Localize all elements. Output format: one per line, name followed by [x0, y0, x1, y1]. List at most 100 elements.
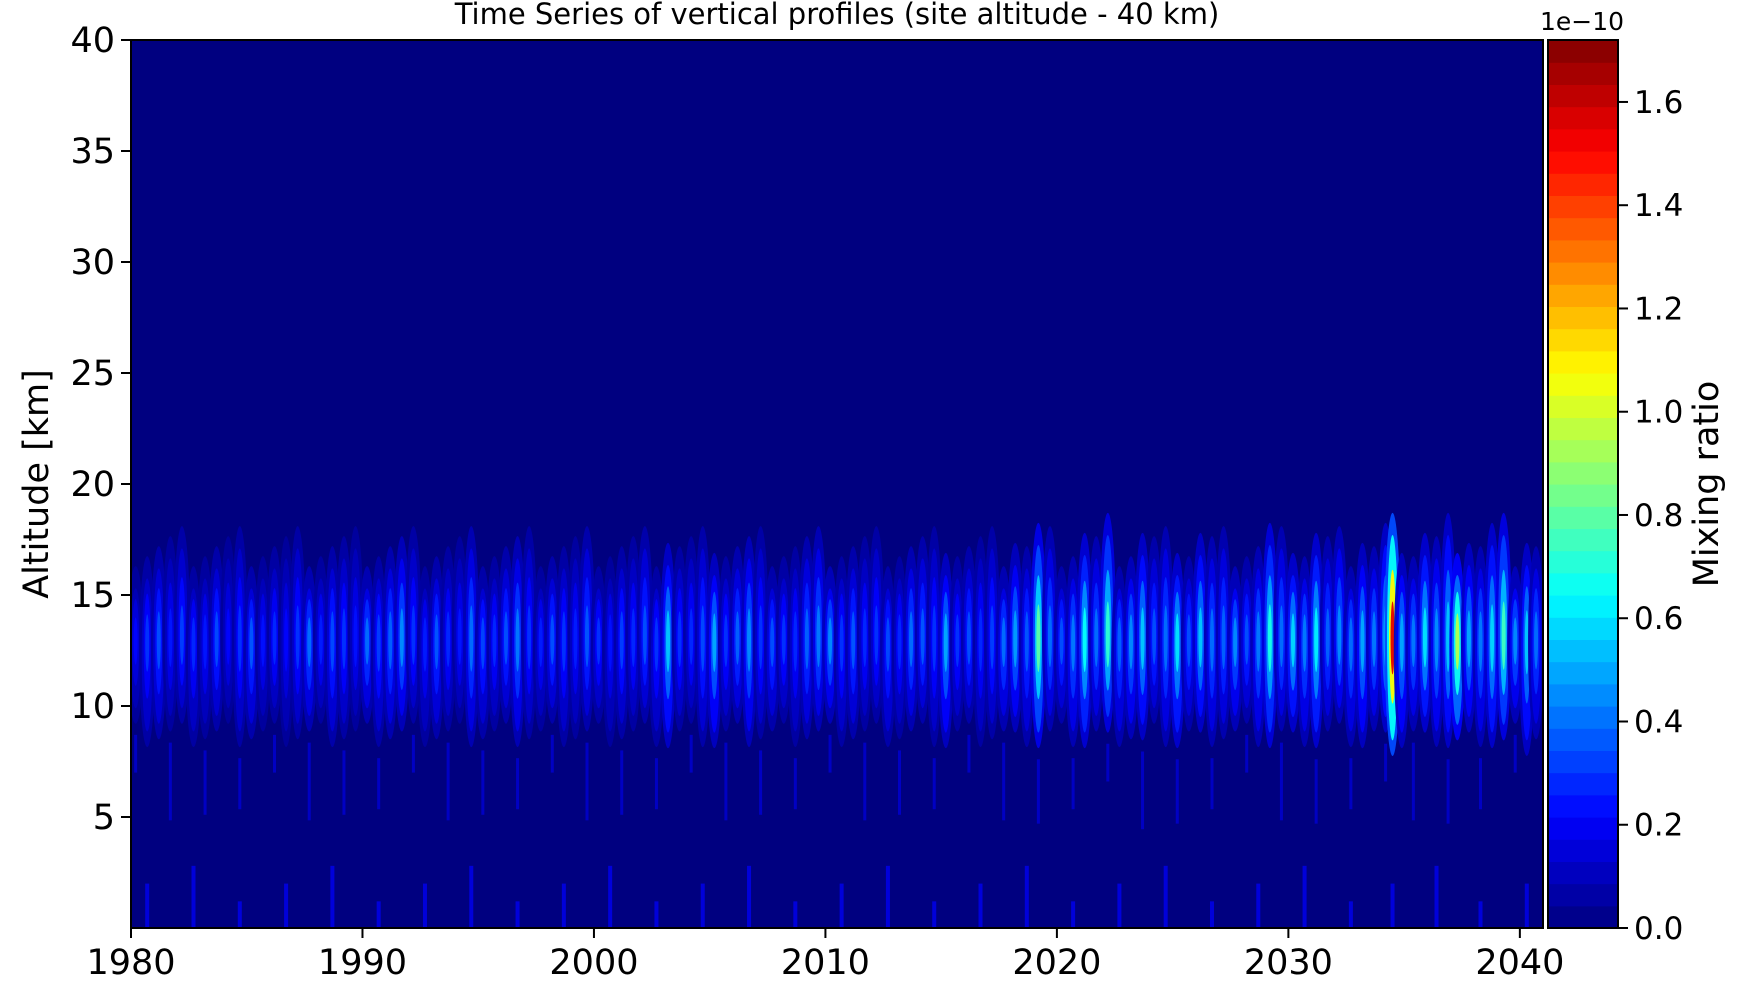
colorbar-segment	[1548, 528, 1618, 552]
layer-streak	[231, 526, 248, 928]
layer-streak	[1250, 546, 1267, 928]
colorbar-segment	[1548, 173, 1618, 196]
colorbar-segment	[1548, 817, 1618, 840]
layer-streak	[509, 536, 526, 928]
colorbar-segment	[1548, 350, 1618, 374]
layer-streak	[1215, 526, 1232, 740]
layer-streak	[1041, 526, 1058, 732]
layer-streak	[1273, 526, 1290, 821]
y-tick-label: 5	[93, 798, 115, 838]
colorbar-segment	[1548, 728, 1618, 751]
layer-streak	[1076, 532, 1093, 749]
layer-streak	[949, 556, 966, 732]
layer-streak	[347, 526, 364, 732]
colorbar-segment	[1548, 750, 1618, 774]
colorbar-tick-label: 1.6	[1634, 85, 1683, 121]
layer-streak	[416, 566, 433, 928]
layer-streak	[1203, 536, 1220, 928]
layer-streak	[1354, 542, 1371, 749]
layer-streak	[335, 536, 352, 815]
layer-streak	[1528, 546, 1543, 740]
colorbar-segment	[1548, 550, 1618, 574]
layer-streak	[752, 526, 769, 815]
layer-streak	[440, 546, 457, 821]
layer-streak	[729, 546, 746, 724]
layer-streak	[787, 546, 804, 928]
colorbar-segment	[1548, 617, 1618, 640]
layer-streak	[694, 526, 711, 928]
layer-streak	[706, 552, 723, 749]
layer-streak	[1449, 552, 1466, 741]
layer-streak	[1238, 556, 1255, 773]
layer-streak	[879, 566, 896, 928]
colorbar-label: Mixing ratio	[1687, 381, 1727, 588]
colorbar-segment	[1548, 262, 1618, 285]
colorbar-offset-text: 1e−10	[1540, 7, 1624, 36]
colorbar-segment	[1548, 395, 1618, 418]
y-axis-label: Altitude [km]	[17, 369, 57, 599]
colorbar-segment	[1548, 239, 1618, 263]
layer-streak	[625, 536, 642, 732]
layer-streak	[995, 566, 1012, 821]
layer-streak	[289, 526, 306, 740]
layer-streak	[1308, 532, 1325, 824]
chart-title: Time Series of vertical profiles (site a…	[454, 0, 1220, 31]
layer-streak	[197, 556, 214, 815]
layer-streak	[1227, 566, 1244, 732]
layer-streak	[1460, 542, 1477, 733]
layer-streak	[301, 566, 318, 821]
layer-streak	[1484, 522, 1501, 749]
colorbar-tick-label: 1.2	[1634, 291, 1683, 327]
y-tick-label: 40	[70, 21, 115, 61]
colorbar-segment	[1548, 373, 1618, 396]
layer-streak	[278, 536, 295, 928]
x-tick-label: 2030	[1244, 943, 1333, 982]
layer-streak	[532, 566, 549, 732]
colorbar-segment	[1548, 839, 1618, 862]
colorbar	[1547, 39, 1619, 929]
y-tick-label: 25	[70, 354, 115, 394]
colorbar-segment	[1548, 417, 1618, 441]
colorbar-segment	[1548, 128, 1618, 152]
layer-streak	[150, 546, 167, 740]
layer-streak	[162, 536, 179, 821]
layer-streak	[428, 556, 445, 740]
layer-streak	[810, 526, 827, 732]
layer-streak	[960, 546, 977, 773]
layer-streak	[1319, 536, 1336, 732]
layer-streak	[1030, 522, 1047, 824]
layer-streak	[1007, 542, 1024, 733]
x-tick-label: 2010	[781, 943, 870, 982]
colorbar-segment	[1548, 195, 1618, 219]
layer-streak	[648, 566, 665, 928]
layer-streak	[590, 566, 607, 724]
layer-streak	[1393, 552, 1410, 749]
layer-streak	[474, 566, 491, 815]
layer-streak	[1111, 566, 1128, 928]
colorbar-frame	[1547, 39, 1619, 929]
colorbar-segment	[1548, 772, 1618, 796]
layer-streak	[254, 556, 271, 732]
layer-streak	[555, 546, 572, 928]
layer-streak	[1180, 556, 1197, 732]
colorbar-segment	[1548, 861, 1618, 885]
layer-streak	[1285, 552, 1302, 733]
colorbar-segment	[1548, 683, 1618, 707]
layer-streak	[1192, 532, 1209, 733]
layer-streak	[1088, 536, 1105, 732]
layer-streak	[1296, 556, 1313, 928]
colorbar-tick-label: 1.4	[1634, 188, 1683, 224]
layer-streak	[764, 566, 781, 732]
layer-streak	[1416, 532, 1433, 733]
layer-streak	[370, 556, 387, 928]
layer-streak	[775, 556, 792, 724]
x-tick-label: 1990	[318, 943, 407, 982]
colorbar-segment	[1548, 484, 1618, 507]
plot-area	[130, 39, 1544, 929]
colorbar-segment	[1548, 706, 1618, 729]
colorbar-segment	[1548, 40, 1618, 63]
colorbar-segment	[1548, 506, 1618, 529]
layer-streak	[833, 556, 850, 928]
colorbar-tick-label: 0.6	[1634, 601, 1683, 637]
layer-streak	[497, 546, 514, 724]
